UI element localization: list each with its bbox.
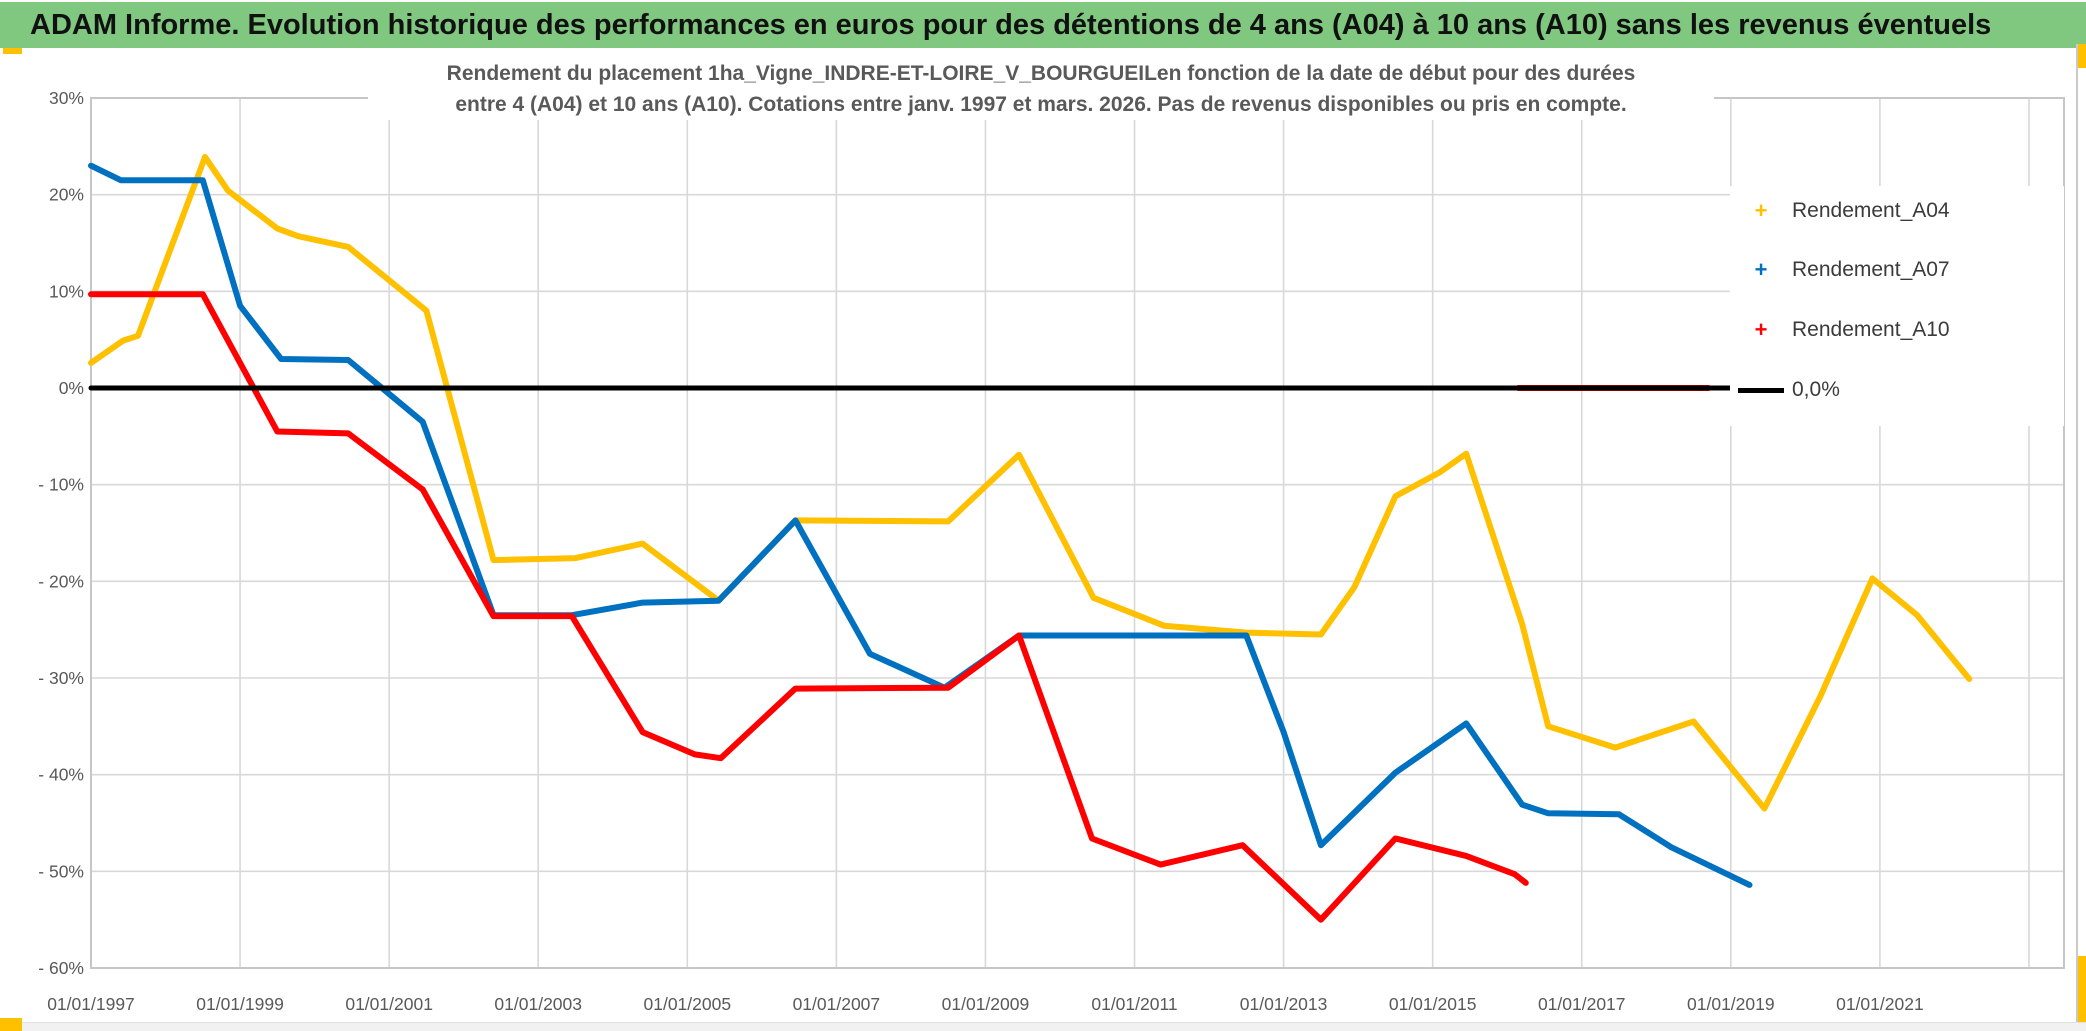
- svg-text:- 30%: - 30%: [38, 668, 84, 688]
- svg-text:- 60%: - 60%: [38, 958, 84, 978]
- page-title: ADAM Informe. Evolution historique des p…: [30, 8, 1992, 41]
- legend-label: Rendement_A04: [1792, 199, 1950, 222]
- svg-text:01/01/1997: 01/01/1997: [47, 994, 135, 1014]
- chart-legend: + Rendement_A04 + Rendement_A07 + Rendem…: [1730, 186, 2064, 426]
- plus-marker-icon: +: [1754, 317, 1768, 342]
- svg-text:01/01/2019: 01/01/2019: [1687, 994, 1775, 1014]
- legend-label: 0,0%: [1792, 378, 1840, 401]
- legend-item-a04: + Rendement_A04: [1730, 186, 2064, 236]
- corner-gold-accent[interactable]: [0, 1018, 22, 1031]
- svg-text:01/01/2009: 01/01/2009: [942, 994, 1030, 1014]
- svg-text:01/01/1999: 01/01/1999: [196, 994, 284, 1014]
- svg-text:01/01/2021: 01/01/2021: [1836, 994, 1924, 1014]
- svg-text:- 40%: - 40%: [38, 765, 84, 785]
- svg-text:01/01/2001: 01/01/2001: [345, 994, 433, 1014]
- svg-text:- 10%: - 10%: [38, 475, 84, 495]
- scrollbar-accent-bottom[interactable]: [2078, 956, 2086, 1031]
- chart-subtitle-line1: Rendement du placement 1ha_Vigne_INDRE-E…: [446, 62, 1636, 85]
- svg-text:- 20%: - 20%: [38, 571, 84, 591]
- window-edge-line: [2076, 44, 2078, 1031]
- svg-text:30%: 30%: [49, 88, 84, 108]
- legend-label: Rendement_A10: [1792, 318, 1950, 341]
- svg-text:01/01/2017: 01/01/2017: [1538, 994, 1626, 1014]
- legend-label: Rendement_A07: [1792, 258, 1950, 281]
- svg-text:- 50%: - 50%: [38, 861, 84, 881]
- bottom-status-band: [0, 1022, 2086, 1031]
- title-banner: ADAM Informe. Evolution historique des p…: [0, 2, 2086, 48]
- plus-marker-icon: +: [1754, 198, 1768, 223]
- svg-text:0%: 0%: [59, 378, 84, 398]
- svg-text:01/01/2005: 01/01/2005: [644, 994, 732, 1014]
- line-swatch-icon: [1738, 387, 1784, 393]
- plus-marker-icon: +: [1754, 257, 1768, 282]
- svg-text:01/01/2011: 01/01/2011: [1091, 994, 1177, 1014]
- svg-text:10%: 10%: [49, 281, 84, 301]
- legend-item-a07: + Rendement_A07: [1730, 245, 2064, 295]
- legend-item-zero: 0,0%: [1730, 365, 2064, 415]
- svg-text:20%: 20%: [49, 185, 84, 205]
- svg-text:01/01/2003: 01/01/2003: [494, 994, 582, 1014]
- gold-accent-underline: [3, 48, 22, 54]
- scrollbar-accent-top[interactable]: [2078, 44, 2086, 68]
- legend-item-a10: + Rendement_A10: [1730, 305, 2064, 355]
- chart-subtitle: Rendement du placement 1ha_Vigne_INDRE-E…: [368, 58, 1714, 120]
- chart-subtitle-line2: entre 4 (A04) et 10 ans (A10). Cotations…: [455, 93, 1627, 116]
- svg-text:01/01/2007: 01/01/2007: [793, 994, 881, 1014]
- svg-text:01/01/2013: 01/01/2013: [1240, 994, 1328, 1014]
- svg-text:01/01/2015: 01/01/2015: [1389, 994, 1477, 1014]
